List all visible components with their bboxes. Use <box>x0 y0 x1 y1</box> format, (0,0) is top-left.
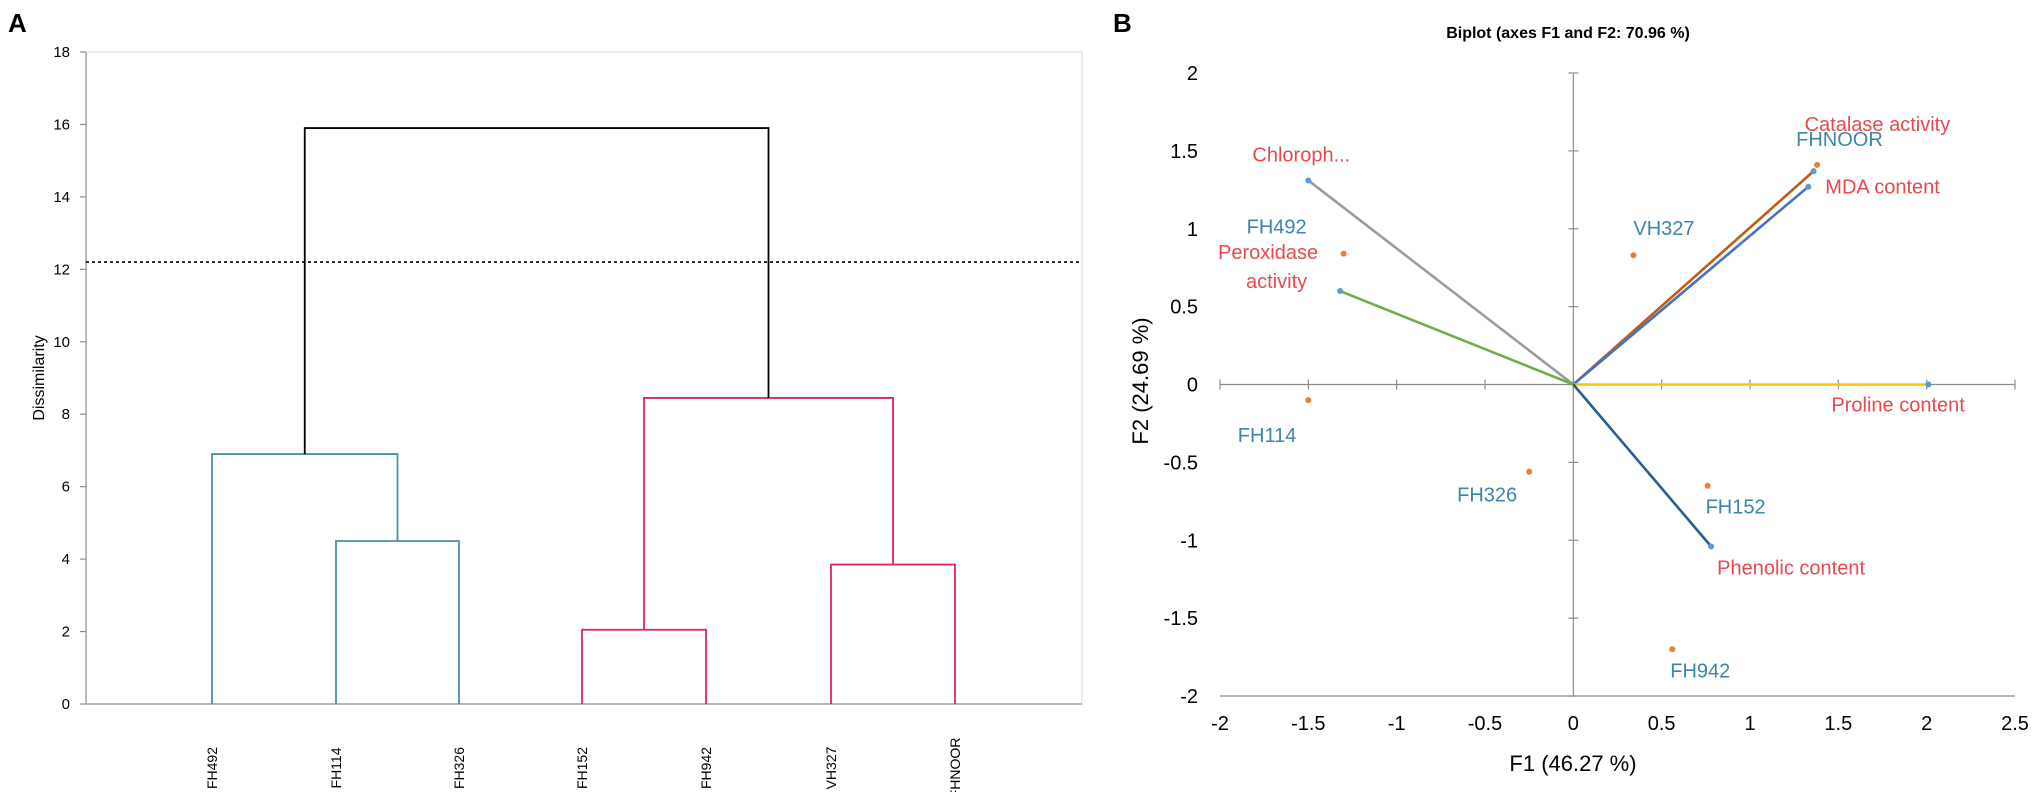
panel-a-y-tick-label: 10 <box>53 334 70 351</box>
panel-a-y-tick-label: 2 <box>62 624 70 641</box>
panel-a-y-tick-label: 6 <box>62 479 70 496</box>
panel-b-y-tick-label: -1.5 <box>1164 608 1198 630</box>
panel-a-dendrogram-link <box>643 397 894 630</box>
panel-a-letter: A <box>8 8 27 38</box>
panel-b-variable-vector <box>1572 383 1713 548</box>
panel-b-observation-label: FHNOOR <box>1796 129 1883 151</box>
panel-b-variable-point <box>1925 381 1932 388</box>
panel-b-x-axis-title: F1 (46.27 %) <box>1509 751 1636 776</box>
panel-b-observation-point <box>1305 397 1312 404</box>
panel-a-leaf-label: FH326 <box>451 747 467 789</box>
panel-b-y-tick-label: 0.5 <box>1170 297 1198 319</box>
panel-b-x-tick-label: -1.5 <box>1291 713 1325 735</box>
panel-b-observation-label: FH152 <box>1706 497 1766 519</box>
panel-b-variable-vector <box>1572 170 1815 386</box>
panel-b-chart-title: Biplot (axes F1 and F2: 70.96 %) <box>1446 25 1690 42</box>
panel-b-y-tick-label: 2 <box>1187 63 1198 85</box>
panel-a-y-tick-label: 12 <box>53 261 70 278</box>
panel-b-x-tick-label: 2.5 <box>2001 713 2029 735</box>
panel-a-y-tick-label: 8 <box>62 406 70 423</box>
panel-a-leaf-label: FHNOOR <box>947 738 963 792</box>
panel-a-y-tick-label: 4 <box>62 551 70 568</box>
panel-b-y-axis-title: F2 (24.69 %) <box>1128 317 1153 444</box>
panel-a-leaf-label: FH152 <box>574 747 590 789</box>
panel-a-y-axis-title: Dissimilarity <box>31 335 48 420</box>
panel-b-x-tick-label: -2 <box>1211 713 1229 735</box>
panel-a-root-link <box>303 127 770 455</box>
panel-b-x-tick-label: 0 <box>1568 713 1579 735</box>
panel-b-observation-point <box>1814 161 1821 168</box>
panel-a-dendrogram: A 0 2 4 6 8 10 12 14 16 18 FH492 FH114 FH326 FH152 FH… <box>8 8 1083 792</box>
panel-b-x-tick-label: 1 <box>1744 713 1755 735</box>
panel-b-observation-point <box>1704 482 1711 489</box>
panel-b-variable-point <box>1805 183 1812 190</box>
panel-b-variable-point <box>1810 168 1817 175</box>
panel-b-observation-label: FH326 <box>1457 485 1517 507</box>
panel-b-variable-label: MDA content <box>1825 177 1940 199</box>
panel-a-y-tick-label: 0 <box>62 696 70 713</box>
panel-b-observation-label: FH942 <box>1670 660 1730 682</box>
panel-a-leaf-label: FH942 <box>698 747 714 789</box>
panel-b-x-tick-label: 1.5 <box>1824 713 1852 735</box>
panel-b-biplot: B Biplot (axes F1 and F2: 70.96 %) -2 -1.… <box>1113 8 2029 776</box>
panel-a-y-tick-label: 14 <box>53 189 70 206</box>
panel-b-x-tick-label: 2 <box>1921 713 1932 735</box>
panel-a-y-tick-label: 18 <box>53 44 70 61</box>
panel-b-observation-label: FH492 <box>1247 217 1307 239</box>
panel-b-y-tick-label: -0.5 <box>1164 452 1198 474</box>
panel-b-x-tick-label: -0.5 <box>1468 713 1502 735</box>
panel-b-y-tick-label: 1.5 <box>1170 141 1198 163</box>
panel-a-leaf-label: FH492 <box>204 747 220 789</box>
panel-a-dendrogram-link <box>581 628 707 704</box>
panel-b-variable-label: Proline content <box>1831 395 1965 417</box>
panel-b-observation-point <box>1669 646 1676 653</box>
panel-b-variable-label: Catalase activity <box>1805 114 1951 136</box>
panel-b-observation-label: FH114 <box>1238 425 1297 447</box>
panel-b-letter: B <box>1113 8 1132 38</box>
panel-b-variable-label: Peroxidase activity <box>1218 242 1318 293</box>
panel-b-y-tick-label: -2 <box>1180 686 1198 708</box>
panel-b-variable-label: Phenolic content <box>1717 557 1865 579</box>
panel-b-variable-point <box>1337 288 1344 295</box>
panel-b-x-tick-label: 0.5 <box>1648 713 1676 735</box>
panel-a-plot-frame <box>85 51 1083 705</box>
panel-b-y-tick-label: 1 <box>1187 219 1198 241</box>
panel-b-observation-label: VH327 <box>1633 218 1694 240</box>
panel-b-variable-vector <box>1307 179 1575 386</box>
panel-b-variable-vector <box>1572 185 1810 386</box>
panel-b-observation-point <box>1526 468 1533 475</box>
panel-b-variable-point <box>1305 177 1312 184</box>
panel-b-x-tick-label: -1 <box>1388 713 1406 735</box>
panel-b-observation-point <box>1340 250 1347 257</box>
panel-b-variable-label: Chloroph... <box>1252 144 1350 166</box>
panel-a-dendrogram-link <box>335 540 460 704</box>
panel-b-variable-vector <box>1339 289 1574 386</box>
panel-a-y-tick-label: 16 <box>53 116 70 133</box>
panel-b-observation-point <box>1630 252 1637 259</box>
panel-a-leaf-label: VH327 <box>823 746 839 789</box>
panel-b-y-tick-label: 0 <box>1187 375 1198 397</box>
panel-b-y-tick-label: -1 <box>1180 530 1198 552</box>
panel-a-dendrogram-link <box>830 563 956 704</box>
panel-b-variable-point <box>1708 543 1715 550</box>
panel-a-leaf-label: FH114 <box>328 747 344 788</box>
panel-a-dendrogram-link <box>211 453 399 704</box>
